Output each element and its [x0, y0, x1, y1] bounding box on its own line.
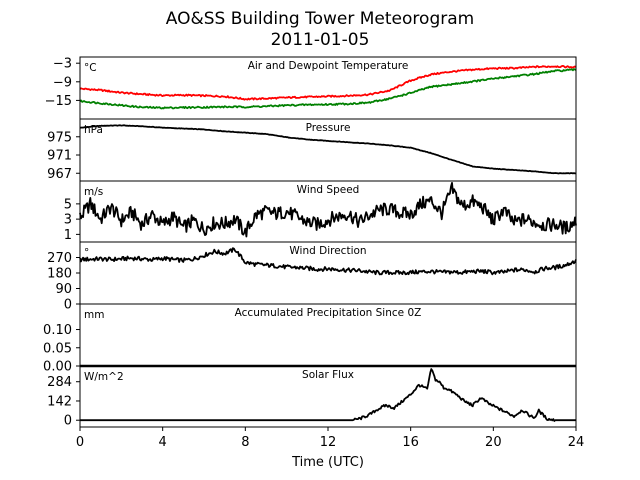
y-tick-label-2-2: 1: [64, 228, 72, 243]
series-line-0-1: [79, 68, 577, 110]
x-tick-label-3: 12: [320, 435, 337, 450]
panel-1: 975 971 967 hPa Pressure: [47, 118, 577, 182]
y-tick-label-3-3: 0: [64, 298, 72, 313]
y-tick-label-2-1: 3: [64, 213, 72, 228]
panel-0: −3 −9 −15 °C Air and Dewpoint Temperature: [45, 56, 577, 120]
panel-unit-3: °: [84, 247, 89, 259]
panel-unit-1: hPa: [84, 124, 103, 136]
x-axis: 0 4 8 12 16 20 24: [76, 427, 584, 450]
x-tick-label-6: 24: [568, 435, 585, 450]
y-tick-label-4-0: 0.10: [43, 323, 72, 338]
panel-unit-0: °C: [84, 62, 97, 74]
y-tick-label-1-0: 975: [47, 130, 72, 145]
x-tick-label-5: 20: [485, 435, 502, 450]
y-tick-label-4-1: 0.05: [43, 341, 72, 356]
y-tick-label-1-2: 967: [47, 167, 72, 182]
series-line-5-0: [80, 368, 576, 422]
figure-title-line1: AO&SS Building Tower Meteorogram: [166, 9, 474, 29]
panel-5: 284 142 0 W/m^2 Solar Flux: [47, 365, 577, 429]
series-line-1-0: [79, 124, 576, 175]
series-line-3-0: [79, 247, 577, 276]
panels-group: −3 −9 −15 °C Air and Dewpoint Temperature 975…: [43, 56, 577, 429]
panel-unit-4: mm: [84, 309, 104, 321]
series-line-2-0: [79, 181, 577, 238]
y-tick-label-5-1: 142: [47, 394, 72, 409]
y-tick-label-4-2: 0.00: [43, 360, 72, 375]
x-tick-label-0: 0: [76, 435, 84, 450]
series-line-0-0: [79, 65, 577, 101]
y-tick-label-5-0: 284: [47, 375, 72, 390]
panel-title-4: Accumulated Precipitation Since 0Z: [235, 307, 422, 319]
y-tick-label-2-0: 5: [64, 197, 72, 212]
y-tick-label-0-2: −15: [45, 94, 72, 109]
y-tick-label-0-1: −9: [53, 75, 72, 90]
panel-2: 531 m/s Wind Speed: [64, 180, 577, 243]
panel-title-2: Wind Speed: [297, 184, 360, 196]
x-tick-label-1: 4: [159, 435, 167, 450]
panel-title-0: Air and Dewpoint Temperature: [248, 60, 409, 72]
figure-title-line2: 2011-01-05: [271, 30, 370, 50]
y-tick-label-3-1: 180: [47, 267, 72, 282]
y-tick-label-3-0: 270: [47, 251, 72, 266]
panel-title-5: Solar Flux: [302, 369, 354, 381]
x-tick-label-2: 8: [241, 435, 249, 450]
panel-title-3: Wind Direction: [289, 245, 366, 257]
x-axis-label: Time (UTC): [291, 455, 364, 470]
panel-title-1: Pressure: [306, 122, 351, 134]
y-tick-label-1-1: 971: [47, 149, 72, 164]
y-tick-label-0-0: −3: [53, 57, 72, 72]
panel-unit-5: W/m^2: [84, 371, 124, 383]
y-tick-label-5-2: 0: [64, 414, 72, 429]
y-tick-label-3-2: 90: [55, 282, 72, 297]
x-tick-label-4: 16: [402, 435, 419, 450]
panel-unit-2: m/s: [84, 186, 103, 198]
panel-4: 0.10 0.05 0.00 mm Accumulated Precipitation …: [43, 303, 577, 375]
